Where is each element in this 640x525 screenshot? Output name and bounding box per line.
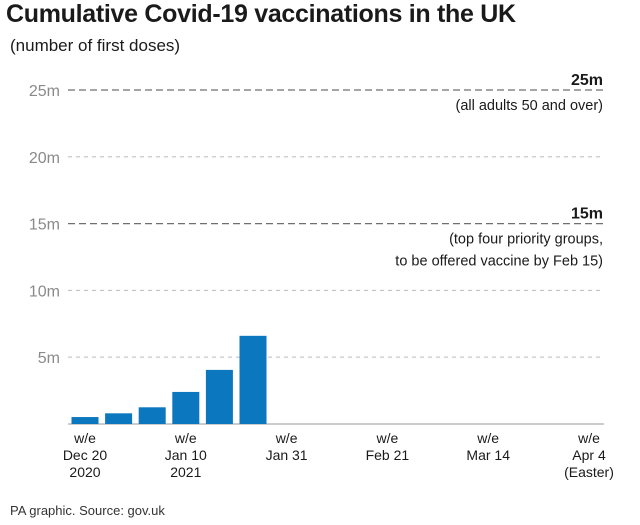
target-value-label: 15m <box>571 206 603 223</box>
y-tick-label: 15m <box>29 217 60 234</box>
chart-subtitle: (number of first doses) <box>10 36 181 55</box>
x-tick-label: Mar 14 <box>466 447 510 463</box>
target-note: (top four priority groups, <box>449 232 603 248</box>
bar <box>172 391 200 424</box>
y-tick-label: 20m <box>29 150 60 167</box>
bar <box>239 335 267 424</box>
bar <box>138 407 166 424</box>
bar <box>105 413 133 424</box>
x-tick-label: (Easter) <box>564 464 614 480</box>
x-tick-label: w/e <box>376 430 399 446</box>
chart-title: Cumulative Covid-19 vaccinations in the … <box>6 0 516 28</box>
x-tick-label: Dec 20 <box>63 447 108 463</box>
x-tick-label: w/e <box>577 430 600 446</box>
x-tick-label: Jan 31 <box>266 447 308 463</box>
x-tick-label: Jan 10 <box>165 447 207 463</box>
y-tick-label: 10m <box>29 283 60 300</box>
y-tick-label: 5m <box>38 350 60 367</box>
x-tick-label: w/e <box>73 430 96 446</box>
target-note: to be offered vaccine by Feb 15) <box>395 254 603 270</box>
y-tick-label: 25m <box>29 83 60 100</box>
x-tick-label: 2021 <box>170 464 201 480</box>
x-tick-label: w/e <box>174 430 197 446</box>
x-tick-label: w/e <box>476 430 499 446</box>
target-value-label: 25m <box>571 72 603 89</box>
bar <box>71 417 99 424</box>
bar <box>205 369 233 424</box>
x-tick-label: Apr 4 <box>572 447 606 463</box>
chart-source: PA graphic. Source: gov.uk <box>10 503 165 518</box>
x-tick-label: 2020 <box>69 464 100 480</box>
x-tick-label: Feb 21 <box>366 447 410 463</box>
target-note: (all adults 50 and over) <box>456 98 604 114</box>
x-tick-label: w/e <box>275 430 298 446</box>
